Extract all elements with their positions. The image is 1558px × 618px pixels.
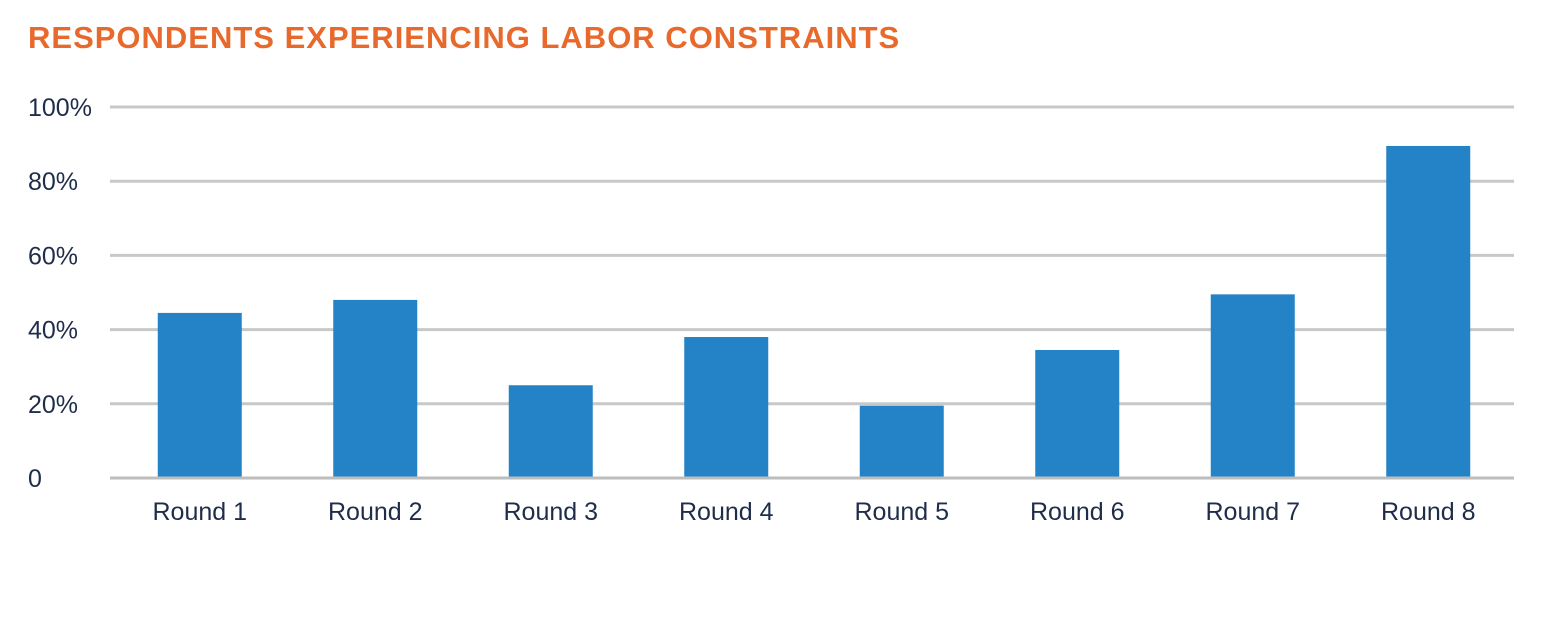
- x-tick-label: Round 5: [854, 498, 949, 526]
- bar-8: [1386, 145, 1471, 478]
- x-tick-label: Round 8: [1381, 498, 1476, 526]
- bar-2: [333, 299, 418, 478]
- gridlines: [110, 105, 1514, 406]
- x-tick-label: Round 6: [1030, 498, 1125, 526]
- chart-title: RESPONDENTS EXPERIENCING LABOR CONSTRAIN…: [28, 20, 901, 55]
- x-tick-label: Round 7: [1205, 498, 1300, 526]
- bar-5: [859, 405, 944, 478]
- y-axis-tick-labels: 0 20% 40% 60% 80% 100%: [28, 94, 92, 493]
- x-axis-tick-labels: Round 1 Round 2 Round 3 Round 4 Round 5 Round…: [152, 498, 1475, 526]
- y-tick-label: 80%: [28, 168, 78, 196]
- x-tick-label: Round 4: [679, 498, 774, 526]
- y-tick-label: 20%: [28, 391, 78, 419]
- y-tick-label: 60%: [28, 242, 78, 270]
- x-tick-label: Round 1: [152, 498, 247, 526]
- bar-4: [684, 337, 769, 478]
- bar-6: [1035, 350, 1120, 478]
- bar-7: [1210, 294, 1295, 478]
- bar-3: [508, 385, 593, 478]
- y-tick-label: 0: [28, 465, 42, 493]
- y-tick-label: 40%: [28, 317, 78, 345]
- x-tick-label: Round 3: [503, 498, 598, 526]
- bars: [157, 145, 1471, 478]
- x-tick-label: Round 2: [328, 498, 423, 526]
- bar-1: [157, 312, 242, 478]
- y-tick-label: 100%: [28, 94, 92, 122]
